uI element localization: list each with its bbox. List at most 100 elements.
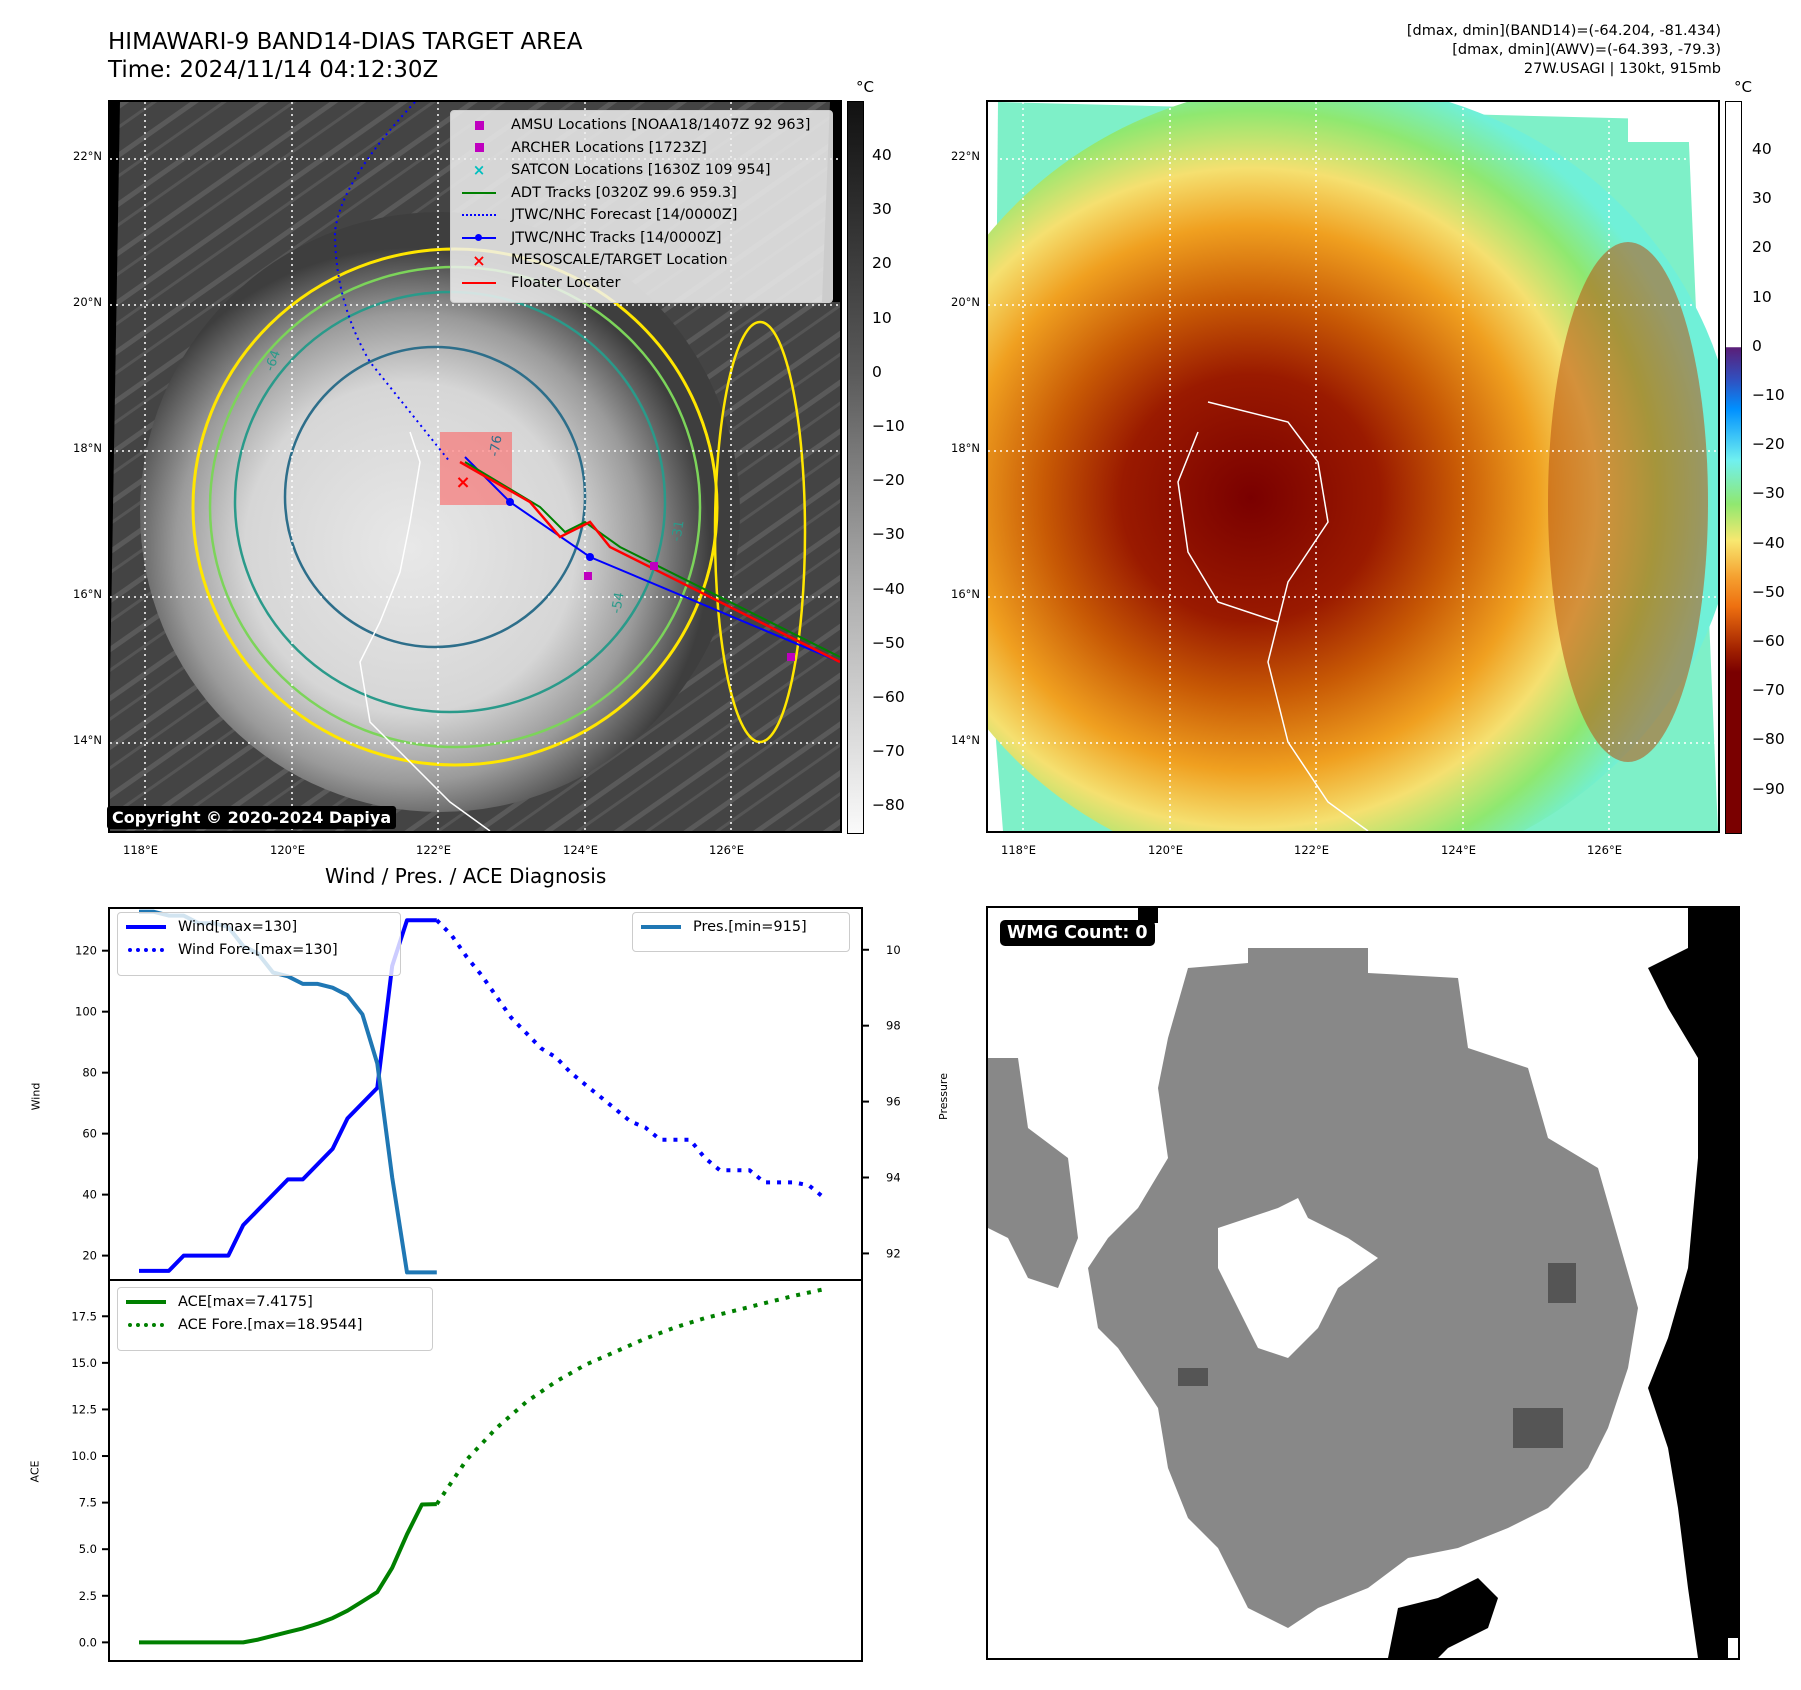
colorbar-tick: 10: [1752, 287, 1772, 306]
colorbar-tick: 10: [872, 308, 892, 327]
legend-label: Wind[max=130]: [178, 919, 298, 936]
lon-tick: 118°E: [123, 843, 158, 857]
wmg-black-region: [1388, 1578, 1498, 1658]
jtwc-fix-point: [586, 553, 594, 561]
y2-tick-label: 920: [886, 1246, 900, 1260]
wmg-gray-cell: [1178, 1198, 1192, 1212]
line-icon: [457, 276, 501, 290]
rainband: [1548, 242, 1708, 762]
lon-tick: 126°E: [709, 843, 744, 857]
map-gridlines: [988, 102, 1718, 831]
jtwc-forecast-track: [333, 102, 451, 463]
lat-tick: 14°N: [951, 733, 980, 747]
lon-tick: 122°E: [416, 843, 451, 857]
lon-tick: 124°E: [1441, 843, 1476, 857]
y-tick-label: 5.0: [79, 1542, 97, 1556]
colorbar-tick: −10: [872, 417, 905, 435]
wmg-darkgray-cell: [1513, 1408, 1563, 1448]
lat-tick: 20°N: [951, 295, 980, 309]
legend-label: ACE[max=7.4175]: [178, 1294, 313, 1311]
legend-label: ADT Tracks [0320Z 99.6 959.3]: [511, 184, 737, 201]
lat-tick: 14°N: [73, 733, 102, 747]
colorbar-tick: −60: [872, 688, 905, 706]
line-icon: [457, 186, 501, 200]
jtwc-track: [464, 456, 840, 663]
pressure-axis-label: Pressure: [936, 1073, 950, 1120]
legend-label: Wind Fore.[max=130]: [178, 941, 338, 958]
coastline: [359, 431, 491, 831]
legend-item-jtwc-forecast: JTWC/NHC Forecast [14/0000Z]: [457, 204, 826, 227]
legend-item-target: × MESOSCALE/TARGET Location: [457, 249, 826, 272]
colorbar-tick: −70: [872, 742, 905, 761]
amsu-marker: [787, 653, 795, 661]
map-legend: AMSU Locations [NOAA18/1407Z 92 963] ARC…: [450, 110, 833, 303]
legend-label: SATCON Locations [1630Z 109 954]: [511, 162, 771, 179]
lon-tick: 118°E: [1001, 843, 1036, 857]
diagnostics-info: [dmax, dmin](BAND14)=(-64.204, -81.434) …: [1407, 22, 1721, 79]
lon-tick: 124°E: [563, 843, 598, 857]
no-data-corner: [1628, 102, 1718, 142]
colorbar-tick: −30: [872, 525, 905, 544]
title-text: HIMAWARI-9 BAND14-DIAS TARGET AREA: [108, 29, 583, 55]
ir-color-enhanced-map[interactable]: [986, 100, 1720, 833]
square-marker-icon: [457, 118, 501, 132]
colorbar-tick: −60: [1752, 632, 1785, 650]
wmg-gray-region: [1088, 948, 1638, 1628]
legend-label: ACE Fore.[max=18.9544]: [178, 1316, 363, 1333]
y-tick-label: 0.0: [79, 1635, 97, 1649]
colorbar-tick: 40: [872, 146, 892, 164]
colorbar-tick: −30: [1752, 484, 1785, 503]
colorbar-tick: −10: [1752, 386, 1785, 404]
y2-tick-label: 940: [886, 1171, 900, 1185]
diagnosis-title: Wind / Pres. / ACE Diagnosis: [325, 864, 607, 888]
colorbar-unit: °C: [856, 78, 874, 96]
y2-tick-label: 1000: [886, 943, 900, 957]
info-awv: [dmax, dmin](AWV)=(-64.393, -79.3): [1452, 42, 1721, 58]
colorbar-tick: 30: [1752, 189, 1772, 208]
line-icon: [639, 920, 683, 934]
time-text: Time: 2024/11/14 04:12:30Z: [108, 57, 439, 83]
legend-item-archer: ARCHER Locations [1723Z]: [457, 137, 826, 160]
wmg-gray-region: [988, 1058, 1078, 1288]
line-dot-icon: [457, 231, 501, 245]
lat-tick: 18°N: [73, 441, 102, 455]
legend-item-ace-forecast: ACE Fore.[max=18.9544]: [124, 1314, 426, 1337]
colorbar-tick: −70: [1752, 681, 1785, 700]
colorbar-tick: −80: [872, 796, 905, 815]
y-tick-label: 12.5: [71, 1402, 97, 1416]
series-line-ace-fore-: [435, 1287, 825, 1506]
legend-label: Pres.[min=915]: [693, 919, 807, 936]
wmg-darkgray-cell: [1178, 1368, 1208, 1386]
legend-label: MESOSCALE/TARGET Location: [511, 252, 728, 269]
wmg-mask-panel[interactable]: WMG Count: 0: [986, 906, 1740, 1660]
legend-label: JTWC/NHC Tracks [14/0000Z]: [511, 229, 722, 246]
y-tick-label: 80: [82, 1066, 97, 1080]
line-icon: [124, 1295, 168, 1309]
ir-grayscale-map[interactable]: × -64 -76 -54 -31 AMSU Locations [NOAA18…: [108, 100, 842, 833]
colorbar-tick: 0: [872, 362, 882, 381]
amsu-marker: [650, 562, 658, 570]
color-enhanced-colorbar: [1725, 101, 1742, 834]
legend-item-wind: Wind[max=130]: [124, 916, 394, 939]
contour-label: -64: [263, 348, 284, 373]
plot-frame: [108, 1280, 863, 1662]
contour-inner: [283, 345, 587, 649]
legend-item-pressure: Pres.[min=915]: [639, 916, 843, 939]
colorbar-tick: 20: [872, 254, 892, 273]
figure-title: HIMAWARI-9 BAND14-DIAS TARGET AREA Time:…: [108, 28, 582, 84]
lat-tick: 16°N: [73, 587, 102, 601]
floater-track: [459, 460, 840, 664]
ace-chart[interactable]: 0.0 2.5 5.0 7.5 10.0 12.5 15.0 17.5: [0, 1280, 900, 1670]
y-tick-label: 2.5: [79, 1589, 97, 1603]
colorbar-tick: −40: [1752, 533, 1785, 552]
x-marker-icon: ×: [472, 250, 486, 270]
colorbar-tick: −50: [1752, 582, 1785, 601]
legend-label: JTWC/NHC Forecast [14/0000Z]: [511, 207, 738, 224]
legend-item-jtwc-tracks: JTWC/NHC Tracks [14/0000Z]: [457, 227, 826, 250]
lon-tick: 126°E: [1587, 843, 1622, 857]
archer-marker: [584, 572, 592, 580]
colorbar-tick: 0: [1752, 336, 1762, 355]
y2-tick-label: 980: [886, 1019, 900, 1033]
wmg-darkgray-cell: [1548, 1263, 1576, 1303]
legend-item-adt: ADT Tracks [0320Z 99.6 959.3]: [457, 182, 826, 205]
